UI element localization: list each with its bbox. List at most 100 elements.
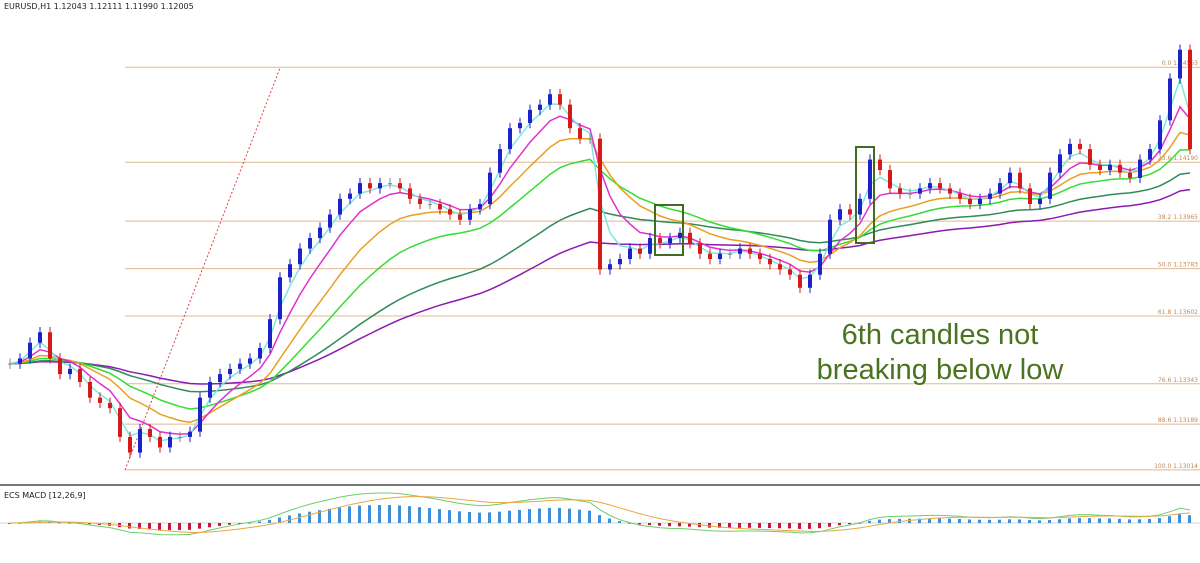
candle-body <box>1018 172 1022 189</box>
candle-body <box>198 397 202 432</box>
candle <box>978 193 982 210</box>
candle <box>28 337 32 364</box>
candle <box>758 248 762 265</box>
candle-body <box>388 183 392 185</box>
candle <box>1118 159 1122 178</box>
macd-histogram-bar <box>588 510 591 523</box>
macd-pane[interactable]: ECS MACD [12,26,9] <box>0 488 1200 559</box>
macd-histogram-bar <box>388 505 391 523</box>
candle-body <box>128 436 132 453</box>
candle-body <box>508 128 512 150</box>
candle <box>108 397 112 414</box>
macd-histogram-bar <box>798 523 801 529</box>
candle <box>798 269 802 294</box>
candle <box>38 327 42 348</box>
candle-body <box>48 332 52 359</box>
macd-histogram-bar <box>248 522 251 524</box>
macd-histogram-bar <box>438 509 441 523</box>
candle <box>738 243 742 260</box>
candle <box>948 183 952 199</box>
macd-histogram-bar <box>1108 518 1111 523</box>
candle <box>58 353 62 380</box>
candle-body <box>558 94 562 105</box>
candle-body <box>608 264 612 270</box>
candle-body <box>18 358 22 364</box>
macd-histogram-bar <box>528 509 531 523</box>
candle-body <box>1028 188 1032 205</box>
candle-body <box>158 436 162 448</box>
candle-body <box>398 183 402 189</box>
macd-histogram-bar <box>1038 520 1041 523</box>
candle <box>1098 159 1102 176</box>
candle-body <box>78 368 82 382</box>
candle-body <box>978 198 982 205</box>
candle <box>68 363 72 380</box>
macd-histogram-bar <box>378 505 381 523</box>
fib-level-label: 61.8 1.13602 <box>1158 309 1198 316</box>
macd-histogram-bar <box>988 519 991 523</box>
macd-histogram-bar <box>258 521 261 523</box>
candle <box>188 426 192 443</box>
macd-histogram-bar <box>458 511 461 523</box>
candle-body <box>338 198 342 215</box>
macd-histogram-bar <box>1148 518 1151 523</box>
fib-level-label: 76.6 1.13343 <box>1158 377 1198 384</box>
candle <box>258 342 262 364</box>
candle-body <box>748 248 752 254</box>
macd-histogram-bar <box>268 519 271 523</box>
candle-body <box>808 274 812 288</box>
candle-body <box>228 368 232 375</box>
candle-body <box>698 243 702 254</box>
candle-body <box>768 259 772 265</box>
candle-body <box>498 149 502 173</box>
candle <box>98 392 102 409</box>
candle-body <box>68 368 72 375</box>
candle <box>348 188 352 205</box>
macd-histogram-bar <box>168 523 171 531</box>
candle-body <box>8 363 12 365</box>
macd-histogram-bar <box>208 523 211 528</box>
candle <box>308 232 312 254</box>
annotation-line-2: breaking below low <box>816 354 1064 386</box>
candle <box>368 177 372 194</box>
candle-body <box>38 332 42 343</box>
candle-body <box>878 159 882 171</box>
candle <box>878 154 882 176</box>
candle <box>848 204 852 220</box>
candle-body <box>908 193 912 195</box>
candle <box>838 204 842 225</box>
macd-histogram-bar <box>568 508 571 523</box>
candle-body <box>838 209 842 220</box>
candle <box>418 193 422 210</box>
candle-body <box>308 238 312 249</box>
candle-body <box>788 269 792 275</box>
macd-histogram-bar <box>328 508 331 523</box>
macd-histogram-bar <box>1058 519 1061 523</box>
candle-body <box>1058 154 1062 173</box>
candle <box>128 431 132 458</box>
candle-body <box>638 248 642 254</box>
candle <box>238 358 242 375</box>
macd-histogram-bar <box>518 509 521 523</box>
candle-body <box>848 209 852 215</box>
macd-histogram-bar <box>318 510 321 523</box>
price-chart[interactable]: 0.0 1.14553 23.6 1.14190 38.2 1.13965 50.0 … <box>0 0 1200 486</box>
candle-body <box>58 358 62 375</box>
candle-body <box>288 264 292 278</box>
macd-histogram-bar <box>828 523 831 527</box>
candle <box>338 193 342 220</box>
candle <box>858 193 862 220</box>
candle <box>818 248 822 280</box>
candle <box>1148 143 1152 165</box>
candle-body <box>378 183 382 189</box>
macd-histogram-bar <box>138 523 141 529</box>
candle-body <box>1118 164 1122 173</box>
macd-histogram-bar <box>1138 519 1141 523</box>
candle <box>768 253 772 270</box>
candle-body <box>118 408 122 437</box>
macd-histogram-bar <box>198 523 201 529</box>
macd-histogram-bar <box>618 521 621 523</box>
candle-body <box>528 109 532 123</box>
candle <box>198 392 202 437</box>
candle-body <box>778 264 782 270</box>
